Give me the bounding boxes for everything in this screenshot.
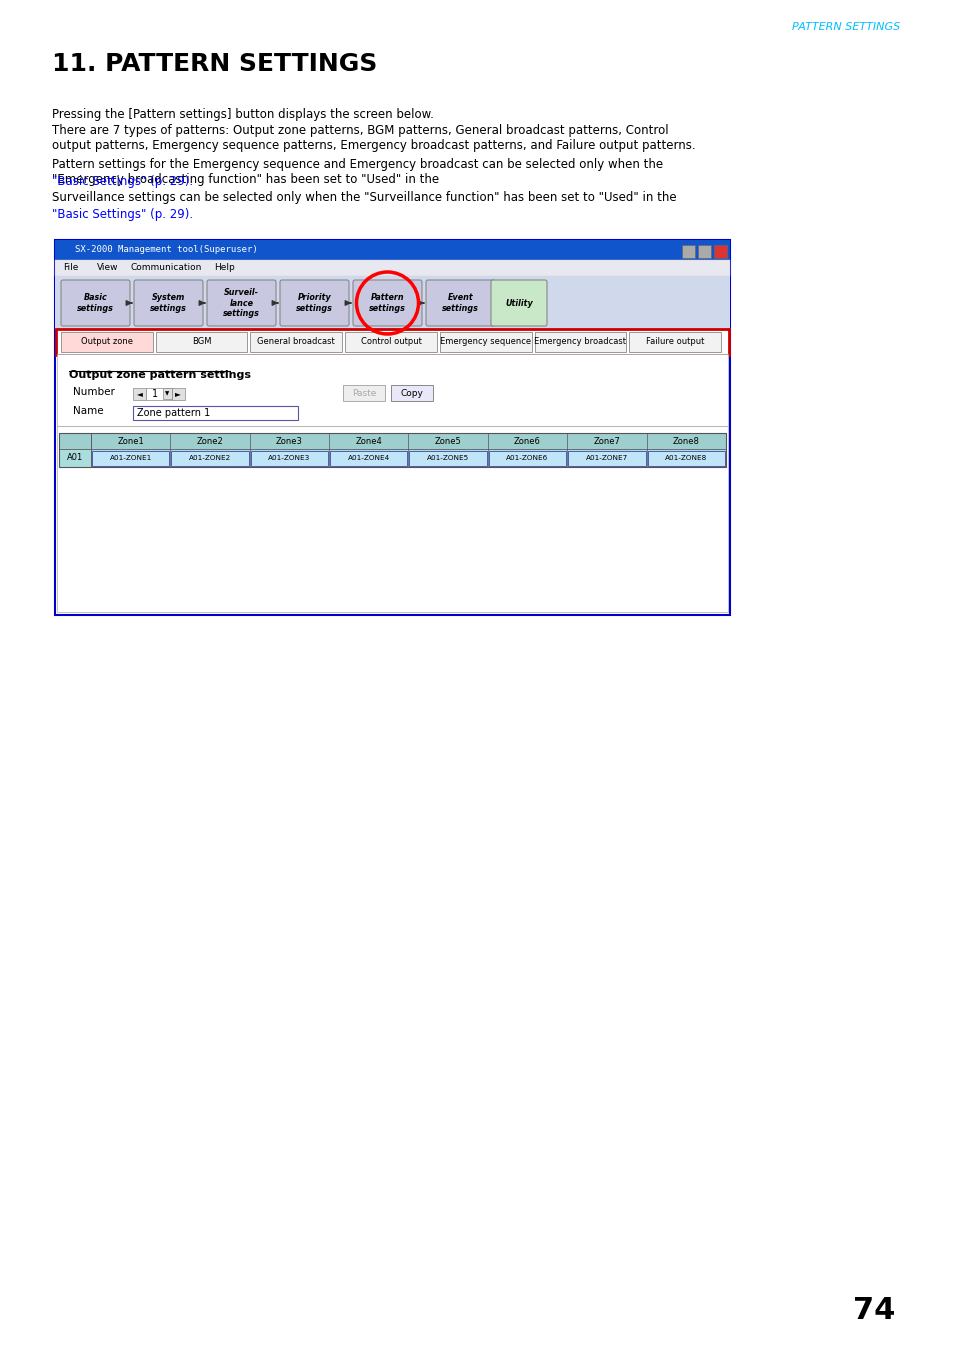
Text: Emergency sequence: Emergency sequence — [439, 338, 531, 346]
Text: Paste: Paste — [352, 389, 375, 397]
Text: Output zone: Output zone — [81, 338, 132, 346]
Text: ◄: ◄ — [136, 389, 142, 399]
Bar — [57, 354, 727, 612]
Text: A01-ZONE8: A01-ZONE8 — [664, 455, 707, 461]
Text: Surveil-
lance
settings: Surveil- lance settings — [223, 288, 259, 317]
Text: A01-ZONE7: A01-ZONE7 — [585, 455, 627, 461]
Text: 74: 74 — [852, 1296, 894, 1325]
Bar — [488, 451, 566, 466]
Bar — [56, 330, 728, 355]
Bar — [132, 388, 146, 400]
Text: Pattern
settings: Pattern settings — [369, 293, 406, 312]
Text: "Basic Settings" (p. 29).: "Basic Settings" (p. 29). — [52, 208, 193, 222]
Text: Zone6: Zone6 — [514, 436, 540, 446]
Text: Zone2: Zone2 — [196, 436, 223, 446]
FancyBboxPatch shape — [353, 280, 421, 326]
Bar — [55, 259, 729, 276]
Text: Output zone pattern settings: Output zone pattern settings — [69, 370, 251, 380]
Bar — [391, 385, 433, 401]
Text: Name: Name — [73, 407, 104, 416]
Bar — [439, 332, 531, 353]
Text: System
settings: System settings — [150, 293, 187, 312]
Bar — [681, 245, 695, 258]
Bar — [647, 451, 724, 466]
Bar — [59, 434, 725, 449]
Bar — [55, 276, 729, 330]
Bar — [55, 240, 729, 259]
Text: Zone7: Zone7 — [593, 436, 619, 446]
Text: Number: Number — [73, 386, 114, 397]
Bar — [155, 332, 247, 353]
FancyBboxPatch shape — [133, 280, 203, 326]
Text: Control output: Control output — [360, 338, 421, 346]
Text: Copy: Copy — [400, 389, 423, 397]
Text: 1: 1 — [152, 389, 158, 399]
Text: PATTERN SETTINGS: PATTERN SETTINGS — [791, 22, 899, 32]
Text: Zone5: Zone5 — [435, 436, 461, 446]
Text: Basic
settings: Basic settings — [77, 293, 113, 312]
Bar — [61, 332, 152, 353]
Text: A01-ZONE1: A01-ZONE1 — [110, 455, 152, 461]
Bar — [163, 388, 172, 399]
Text: Zone1: Zone1 — [117, 436, 144, 446]
Text: "Basic Settings" (p. 29).: "Basic Settings" (p. 29). — [52, 176, 193, 188]
Text: Zone4: Zone4 — [355, 436, 382, 446]
Text: ▼: ▼ — [165, 392, 169, 396]
Bar — [172, 388, 185, 400]
Text: Zone3: Zone3 — [275, 436, 302, 446]
Bar — [55, 240, 729, 615]
Text: Pressing the [Pattern settings] button displays the screen below.: Pressing the [Pattern settings] button d… — [52, 108, 434, 122]
Bar — [251, 332, 342, 353]
Bar — [343, 385, 385, 401]
FancyBboxPatch shape — [491, 280, 546, 326]
Bar — [132, 407, 297, 420]
Text: Help: Help — [214, 263, 235, 273]
Bar — [172, 451, 249, 466]
Bar — [330, 451, 407, 466]
Text: A01: A01 — [67, 454, 83, 462]
Text: Communication: Communication — [131, 263, 202, 273]
Text: General broadcast: General broadcast — [257, 338, 335, 346]
Text: A01-ZONE6: A01-ZONE6 — [506, 455, 548, 461]
FancyBboxPatch shape — [426, 280, 495, 326]
Text: Utility: Utility — [504, 299, 533, 308]
Text: SX-2000 Management tool(Superuser): SX-2000 Management tool(Superuser) — [75, 246, 257, 254]
Text: BGM: BGM — [192, 338, 212, 346]
Bar — [345, 332, 436, 353]
Bar — [568, 451, 645, 466]
Text: View: View — [97, 263, 118, 273]
FancyBboxPatch shape — [207, 280, 275, 326]
FancyBboxPatch shape — [280, 280, 349, 326]
Bar — [251, 451, 328, 466]
Bar — [409, 451, 486, 466]
Bar — [146, 388, 172, 400]
Text: A01-ZONE3: A01-ZONE3 — [268, 455, 311, 461]
Text: Priority
settings: Priority settings — [295, 293, 333, 312]
Bar — [629, 332, 720, 353]
Text: Pattern settings for the Emergency sequence and Emergency broadcast can be selec: Pattern settings for the Emergency seque… — [52, 158, 662, 186]
Bar — [534, 332, 625, 353]
Bar — [91, 451, 170, 466]
Text: A01-ZONE2: A01-ZONE2 — [189, 455, 231, 461]
Text: Failure output: Failure output — [645, 338, 703, 346]
Text: Zone8: Zone8 — [672, 436, 699, 446]
Bar — [59, 449, 725, 467]
Text: Zone pattern 1: Zone pattern 1 — [137, 408, 210, 417]
Bar — [713, 245, 726, 258]
Text: Emergency broadcast: Emergency broadcast — [534, 338, 626, 346]
Text: ►: ► — [175, 389, 181, 399]
Bar — [59, 434, 725, 467]
Text: File: File — [63, 263, 78, 273]
Bar — [698, 245, 710, 258]
Text: Surveillance settings can be selected only when the "Surveillance function" has : Surveillance settings can be selected on… — [52, 190, 676, 219]
Text: A01-ZONE4: A01-ZONE4 — [347, 455, 390, 461]
Text: Event
settings: Event settings — [441, 293, 478, 312]
Text: There are 7 types of patterns: Output zone patterns, BGM patterns, General broad: There are 7 types of patterns: Output zo… — [52, 124, 695, 153]
Text: A01-ZONE5: A01-ZONE5 — [427, 455, 469, 461]
FancyBboxPatch shape — [61, 280, 130, 326]
Text: 11. PATTERN SETTINGS: 11. PATTERN SETTINGS — [52, 51, 377, 76]
